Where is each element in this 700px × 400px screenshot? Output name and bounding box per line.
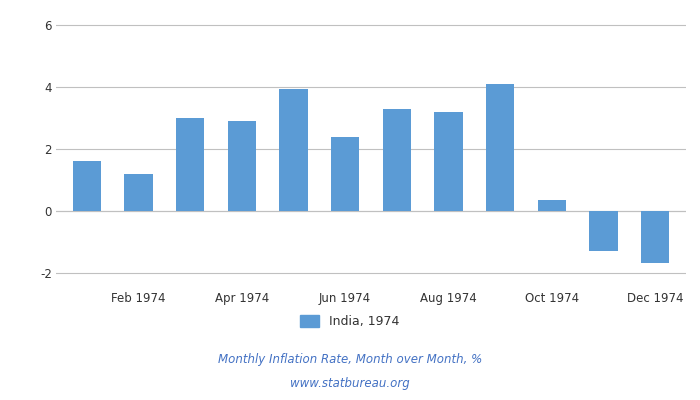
Bar: [125, 174, 153, 211]
Bar: [228, 121, 256, 211]
Text: www.statbureau.org: www.statbureau.org: [290, 378, 410, 390]
Bar: [383, 109, 411, 211]
Legend: India, 1974: India, 1974: [295, 310, 405, 333]
Bar: [538, 200, 566, 211]
Bar: [73, 161, 102, 211]
Bar: [176, 118, 204, 211]
Bar: [331, 136, 359, 211]
Bar: [640, 211, 669, 263]
Text: Monthly Inflation Rate, Month over Month, %: Monthly Inflation Rate, Month over Month…: [218, 354, 482, 366]
Bar: [589, 211, 617, 251]
Bar: [486, 84, 514, 211]
Bar: [279, 89, 308, 211]
Bar: [434, 112, 463, 211]
